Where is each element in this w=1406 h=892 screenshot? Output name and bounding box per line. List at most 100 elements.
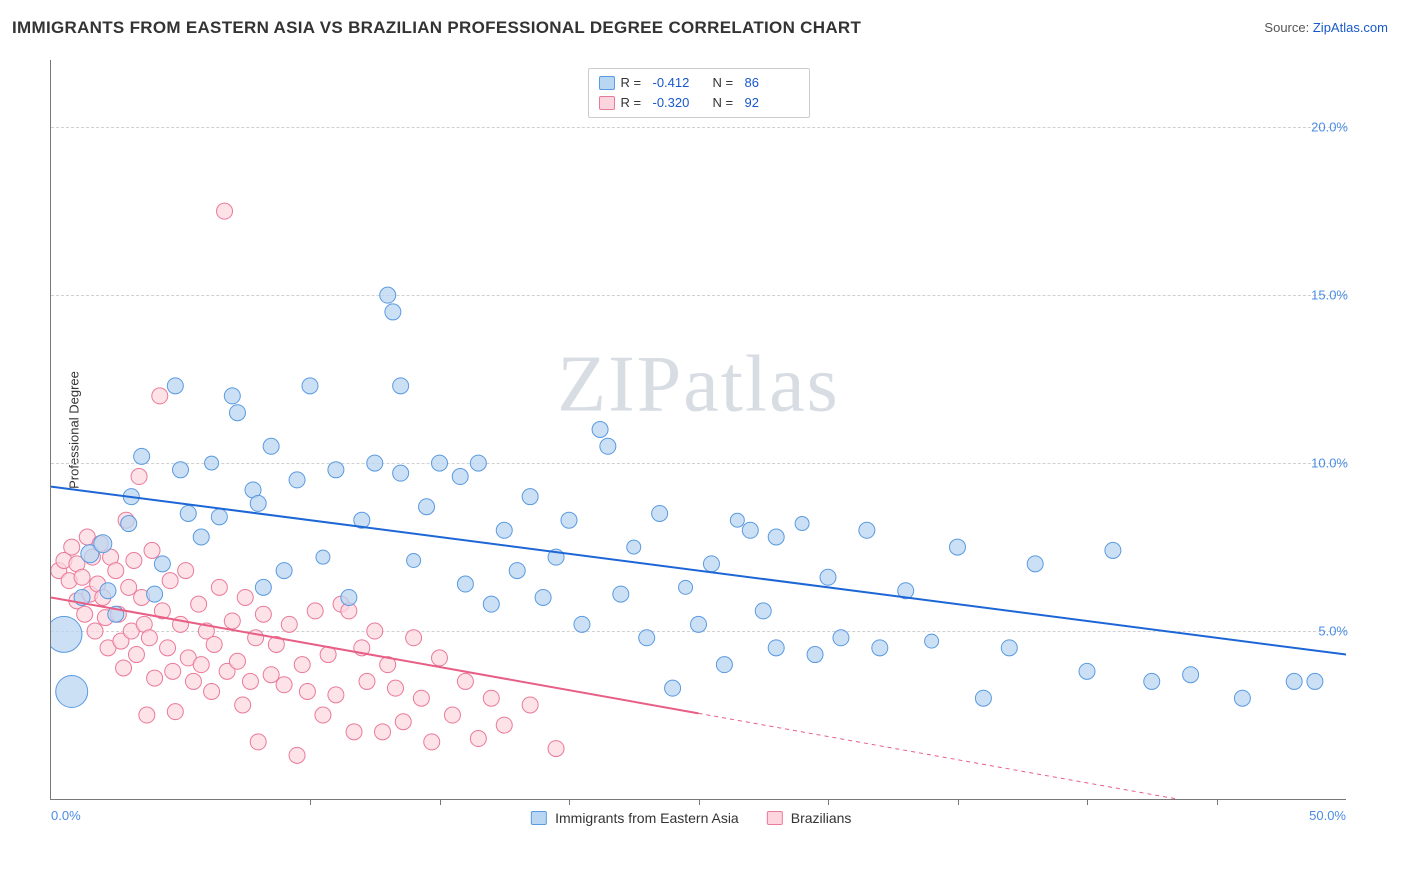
scatter-point-eastern_asia	[639, 630, 655, 646]
scatter-point-brazilians	[307, 603, 323, 619]
scatter-point-brazilians	[116, 660, 132, 676]
scatter-point-brazilians	[162, 573, 178, 589]
scatter-point-eastern_asia	[613, 586, 629, 602]
scatter-point-brazilians	[136, 616, 152, 632]
scatter-point-eastern_asia	[1234, 690, 1250, 706]
legend-item-brazilians: Brazilians	[767, 810, 852, 826]
scatter-point-brazilians	[395, 714, 411, 730]
scatter-point-eastern_asia	[1105, 542, 1121, 558]
scatter-point-brazilians	[173, 616, 189, 632]
gridline	[51, 295, 1346, 296]
scatter-point-eastern_asia	[1286, 673, 1302, 689]
scatter-point-eastern_asia	[419, 499, 435, 515]
scatter-point-eastern_asia	[1079, 663, 1095, 679]
scatter-point-brazilians	[294, 657, 310, 673]
scatter-point-eastern_asia	[561, 512, 577, 528]
scatter-point-eastern_asia	[354, 512, 370, 528]
source-label: Source:	[1264, 20, 1309, 35]
x-tick-mark	[828, 799, 829, 805]
scatter-point-brazilians	[191, 596, 207, 612]
plot-svg	[51, 60, 1346, 799]
scatter-point-brazilians	[97, 610, 113, 626]
scatter-point-brazilians	[79, 529, 95, 545]
y-tick-label: 15.0%	[1311, 288, 1348, 303]
regression-line-brazilians	[51, 597, 699, 713]
scatter-point-brazilians	[69, 593, 85, 609]
scatter-point-eastern_asia	[496, 522, 512, 538]
scatter-point-brazilians	[299, 684, 315, 700]
scatter-point-brazilians	[126, 553, 142, 569]
scatter-point-brazilians	[346, 724, 362, 740]
scatter-point-brazilians	[444, 707, 460, 723]
scatter-point-eastern_asia	[833, 630, 849, 646]
scatter-point-brazilians	[144, 542, 160, 558]
scatter-point-brazilians	[341, 603, 357, 619]
scatter-point-eastern_asia	[211, 509, 227, 525]
scatter-point-eastern_asia	[108, 606, 124, 622]
plot-frame: Professional Degree ZIPatlas 5.0%10.0%15…	[50, 60, 1386, 830]
n-label: N =	[713, 73, 739, 93]
scatter-point-eastern_asia	[81, 545, 99, 563]
scatter-point-eastern_asia	[691, 616, 707, 632]
regression-line-dashed-brazilians	[699, 713, 1178, 799]
x-tick-label: 0.0%	[51, 808, 81, 823]
scatter-point-eastern_asia	[302, 378, 318, 394]
scatter-point-brazilians	[281, 616, 297, 632]
source-link[interactable]: ZipAtlas.com	[1313, 20, 1388, 35]
scatter-point-brazilians	[248, 630, 264, 646]
watermark: ZIPatlas	[557, 340, 840, 431]
n-value: 86	[745, 73, 799, 93]
scatter-point-brazilians	[413, 690, 429, 706]
r-value: -0.412	[653, 73, 707, 93]
scatter-point-eastern_asia	[263, 438, 279, 454]
legend-swatch-brazilians	[767, 811, 783, 825]
scatter-point-brazilians	[470, 731, 486, 747]
scatter-point-eastern_asia	[742, 522, 758, 538]
scatter-point-eastern_asia	[229, 405, 245, 421]
gridline	[51, 463, 1346, 464]
scatter-point-eastern_asia	[755, 603, 771, 619]
scatter-point-brazilians	[320, 647, 336, 663]
x-tick-mark	[1217, 799, 1218, 805]
legend-label-brazilians: Brazilians	[791, 810, 852, 826]
scatter-point-eastern_asia	[535, 589, 551, 605]
scatter-point-eastern_asia	[385, 304, 401, 320]
source-attribution: Source: ZipAtlas.com	[1264, 20, 1388, 35]
scatter-point-brazilians	[167, 704, 183, 720]
scatter-point-eastern_asia	[627, 540, 641, 554]
scatter-point-eastern_asia	[100, 583, 116, 599]
scatter-point-eastern_asia	[768, 640, 784, 656]
scatter-point-brazilians	[315, 707, 331, 723]
scatter-point-brazilians	[128, 647, 144, 663]
y-tick-label: 10.0%	[1311, 456, 1348, 471]
scatter-point-eastern_asia	[167, 378, 183, 394]
scatter-point-brazilians	[139, 707, 155, 723]
scatter-point-brazilians	[110, 606, 126, 622]
scatter-point-eastern_asia	[665, 680, 681, 696]
scatter-point-brazilians	[154, 603, 170, 619]
scatter-point-brazilians	[178, 563, 194, 579]
scatter-point-eastern_asia	[975, 690, 991, 706]
scatter-point-brazilians	[406, 630, 422, 646]
y-tick-label: 20.0%	[1311, 120, 1348, 135]
watermark-text: ZIPatlas	[557, 341, 840, 429]
scatter-point-brazilians	[328, 687, 344, 703]
scatter-point-eastern_asia	[730, 513, 744, 527]
scatter-point-brazilians	[61, 573, 77, 589]
scatter-point-eastern_asia	[768, 529, 784, 545]
scatter-point-eastern_asia	[898, 583, 914, 599]
scatter-point-brazilians	[118, 512, 134, 528]
regression-line-eastern_asia	[51, 487, 1346, 655]
plot-area: Professional Degree ZIPatlas 5.0%10.0%15…	[50, 60, 1346, 800]
scatter-point-eastern_asia	[328, 462, 344, 478]
scatter-point-brazilians	[333, 596, 349, 612]
scatter-point-brazilians	[77, 606, 93, 622]
scatter-point-brazilians	[276, 677, 292, 693]
scatter-point-brazilians	[211, 579, 227, 595]
scatter-point-eastern_asia	[341, 589, 357, 605]
scatter-point-eastern_asia	[509, 563, 525, 579]
x-tick-mark	[569, 799, 570, 805]
scatter-point-eastern_asia	[123, 489, 139, 505]
y-tick-label: 5.0%	[1318, 624, 1348, 639]
scatter-point-eastern_asia	[925, 634, 939, 648]
